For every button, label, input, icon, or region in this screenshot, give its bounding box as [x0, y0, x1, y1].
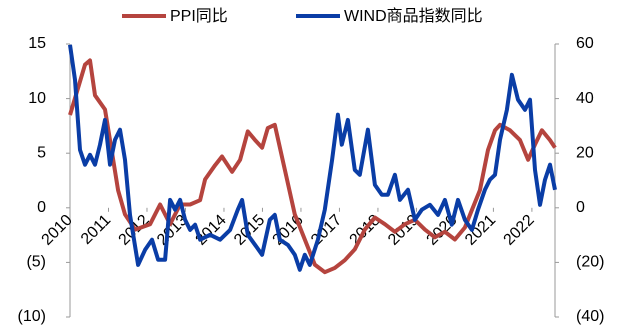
- y2-tick-label: 40: [576, 90, 594, 107]
- y2-tick-label: (40): [576, 308, 604, 325]
- x-tick-label: 2017: [308, 212, 345, 249]
- series-line: [68, 44, 557, 272]
- legend-label: WIND商品指数同比: [344, 7, 483, 25]
- y-tick-label: (5): [26, 254, 46, 271]
- y2-tick-label: 60: [576, 35, 594, 52]
- y-tick-label: 10: [28, 90, 46, 107]
- legend-label: PPI同比: [170, 7, 228, 25]
- y-tick-label: (10): [18, 308, 46, 325]
- y-tick-label: 5: [37, 144, 46, 161]
- y2-tick-label: 0: [576, 199, 585, 216]
- x-tick-label: 2022: [501, 212, 538, 249]
- y-tick-label: 15: [28, 35, 46, 52]
- y-tick-label: 0: [37, 199, 46, 216]
- x-tick-label: 2011: [78, 212, 114, 248]
- y2-tick-label: 20: [576, 144, 594, 161]
- y2-tick-label: (20): [576, 254, 604, 271]
- series-line: [68, 58, 557, 275]
